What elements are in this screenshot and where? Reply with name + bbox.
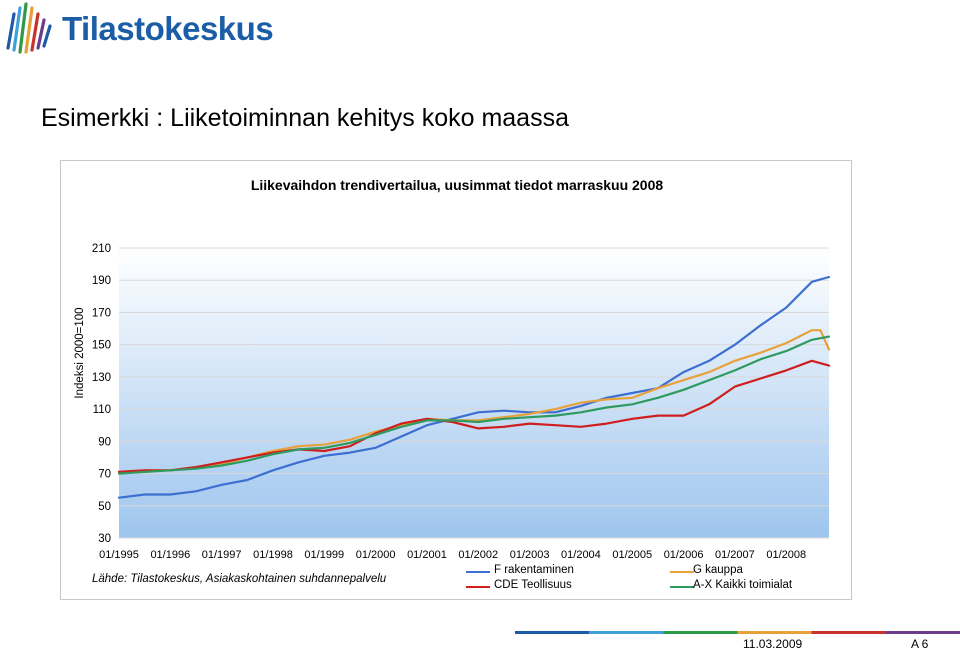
x-tick-label: 01/1999 <box>304 549 344 561</box>
logo-text: Tilastokeskus <box>62 10 274 47</box>
chart-frame: Liikevaihdon trendivertailua, uusimmat t… <box>60 160 852 600</box>
tilastokeskus-logo: Tilastokeskus <box>0 0 274 62</box>
legend-swatch <box>466 586 490 588</box>
y-tick-label: 210 <box>92 243 111 255</box>
x-tick-label: 01/2000 <box>356 549 396 561</box>
x-tick-label: 01/1998 <box>253 549 293 561</box>
y-tick-label: 90 <box>98 436 111 448</box>
chart-title: Liikevaihdon trendivertailua, uusimmat t… <box>251 177 664 193</box>
x-tick-label: 01/1997 <box>202 549 242 561</box>
legend-swatch <box>670 586 694 588</box>
y-axis-ticks: 30 50 70 90 110 130 150 170 190 210 <box>92 243 111 545</box>
x-tick-label: 01/2002 <box>458 549 498 561</box>
y-tick-label: 110 <box>93 404 111 416</box>
legend-label: G kauppa <box>693 564 743 576</box>
legend-label: F rakentaminen <box>494 564 574 576</box>
x-axis-ticks: 01/1995 01/1996 01/1997 01/1998 01/1999 01/20… <box>99 549 806 561</box>
x-tick-label: 01/2003 <box>510 549 550 561</box>
gridlines <box>119 247 829 539</box>
legend-swatch <box>466 571 490 573</box>
source-note: Lähde: Tilastokeskus, Asiakaskohtainen s… <box>92 573 387 585</box>
series-lines <box>117 275 831 499</box>
y-axis-label: Indeksi 2000=100 <box>74 307 86 398</box>
y-tick-label: 150 <box>92 340 111 352</box>
y-tick-label: 70 <box>98 469 111 481</box>
x-tick-label: 01/2001 <box>407 549 447 561</box>
plot-area <box>119 248 829 538</box>
page-title: Esimerkki : Liiketoiminnan kehitys koko … <box>41 104 569 132</box>
legend-swatch <box>670 571 694 573</box>
y-tick-label: 170 <box>92 307 111 319</box>
footer-page-number: A 6 <box>911 637 929 651</box>
footer-date: 11.03.2009 <box>743 637 803 651</box>
x-tick-label: 01/2007 <box>715 549 755 561</box>
y-tick-label: 130 <box>92 372 111 384</box>
x-tick-label: 01/1996 <box>150 549 190 561</box>
y-tick-label: 50 <box>98 501 111 513</box>
x-tick-label: 01/2004 <box>561 549 601 561</box>
y-tick-label: 190 <box>92 275 111 287</box>
footer-color-bar <box>515 631 960 634</box>
logo-mark-icon <box>6 2 52 54</box>
y-tick-label: 30 <box>98 533 111 545</box>
x-tick-label: 01/2005 <box>612 549 652 561</box>
series-line-0 <box>117 275 831 499</box>
line-chart: Liikevaihdon trendivertailua, uusimmat t… <box>74 177 831 561</box>
legend-label: CDE Teollisuus <box>494 579 572 591</box>
x-tick-label: 01/1995 <box>99 549 139 561</box>
series-line-2 <box>117 359 831 473</box>
x-tick-label: 01/2008 <box>766 549 806 561</box>
series-line-3 <box>117 335 831 475</box>
legend-label: A-X Kaikki toimialat <box>693 579 793 591</box>
x-tick-label: 01/2006 <box>664 549 704 561</box>
